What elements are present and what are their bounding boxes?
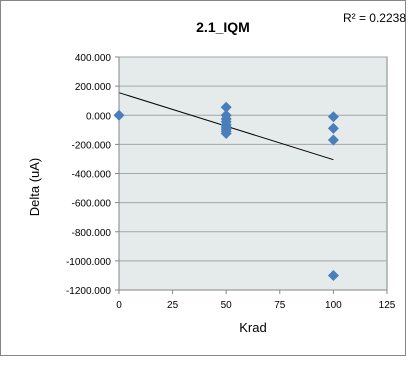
x-tick-label: 50 bbox=[221, 300, 233, 311]
y-tick-label: 0.000 bbox=[86, 111, 111, 122]
data-point bbox=[220, 101, 232, 113]
y-axis-label: Delta (uA) bbox=[27, 158, 42, 217]
x-tick-label: 125 bbox=[379, 300, 396, 311]
data-point bbox=[327, 111, 339, 123]
x-tick-label: 100 bbox=[325, 300, 342, 311]
y-tick-label: 200.000 bbox=[75, 82, 112, 93]
axes: 400.000 200.000 0.000 -200.000 -400.000 -600.… bbox=[66, 53, 396, 311]
y-tick-label: -1200.000 bbox=[66, 286, 111, 297]
data-point bbox=[327, 134, 339, 146]
y-tick-label: 400.000 bbox=[75, 53, 112, 64]
data-point bbox=[113, 109, 125, 121]
x-tick-label: 0 bbox=[116, 300, 122, 311]
y-tick-label: -200.000 bbox=[72, 140, 112, 151]
x-tick-label: 25 bbox=[167, 300, 179, 311]
data-point bbox=[220, 127, 232, 139]
x-axis-label: Krad bbox=[239, 320, 266, 335]
r-squared-label: R² = 0.2238 bbox=[343, 11, 406, 25]
data-points bbox=[113, 101, 339, 281]
y-tick-label: -800.000 bbox=[72, 228, 112, 239]
data-point bbox=[327, 269, 339, 281]
gridlines bbox=[119, 56, 387, 262]
y-tick-label: -400.000 bbox=[72, 170, 112, 181]
data-point bbox=[327, 122, 339, 134]
y-tick-label: -600.000 bbox=[72, 199, 112, 210]
x-tick-label: 75 bbox=[274, 300, 286, 311]
chart-title: 2.1_IQM bbox=[196, 19, 250, 35]
y-tick-label: -1000.000 bbox=[66, 257, 111, 268]
